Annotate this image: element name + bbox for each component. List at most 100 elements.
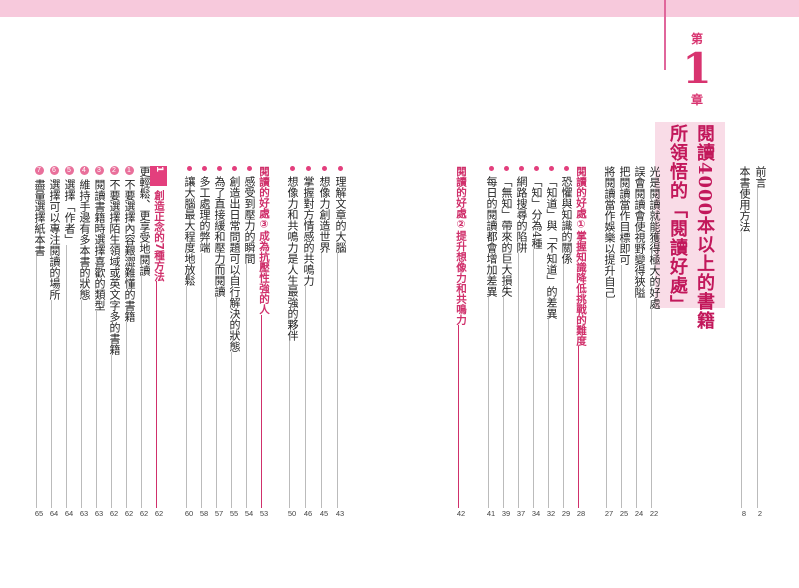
- toc-entry-text: 「知」分為4種: [530, 176, 543, 249]
- toc-entry[interactable]: 多工處理的弊端 58: [198, 166, 211, 520]
- step-number-badge: 3: [94, 166, 104, 175]
- step-number-badge: 2: [109, 166, 119, 175]
- toc-entry-text: 不要選擇內容艱澀難懂的書籍: [123, 179, 136, 322]
- toc-entry-text: 理解文章的大腦: [334, 176, 347, 253]
- toc-entry[interactable]: 「知」分為4種 34: [530, 166, 543, 520]
- toc-page-number: 65: [34, 509, 44, 518]
- bullet-icon: [563, 166, 569, 171]
- bullet-icon: [289, 166, 295, 171]
- tip-label-badge: 祕技1: [150, 166, 181, 186]
- toc-page-number: 64: [49, 509, 59, 518]
- toc-page-number: 60: [184, 509, 194, 518]
- step-number-badge: 7: [34, 166, 44, 175]
- toc-entry-text: 選擇可以專注閱讀的場所: [48, 179, 61, 300]
- toc-page-number: 42: [456, 509, 466, 518]
- toc-entry[interactable]: 讓大腦最大程度地放鬆 60: [183, 166, 196, 520]
- toc-entry-text: 維持手邊有多本書的狀態: [78, 179, 91, 300]
- bullet-icon: [231, 166, 237, 171]
- toc-entry[interactable]: 7 盡量選擇紙本書 65: [33, 166, 46, 520]
- toc-entry-preface[interactable]: 前言 2: [754, 166, 767, 520]
- toc-entry[interactable]: 光是閱讀就能獲得極大的好處 22: [648, 166, 661, 520]
- toc-entry-text: 網路搜尋的陷阱: [515, 176, 528, 253]
- toc-page-number: 43: [335, 509, 345, 518]
- toc-page-number: 41: [486, 509, 496, 518]
- chapter-title-line2: 所領悟的「閱讀好處」: [667, 124, 688, 314]
- toc-page-number: 29: [561, 509, 571, 518]
- toc-entry[interactable]: 2 不要選擇陌生領域或英文字多的書籍 62: [108, 166, 121, 520]
- toc-page-number: 50: [287, 509, 297, 518]
- toc-entry[interactable]: 1 不要選擇內容艱澀難懂的書籍 62: [123, 166, 136, 520]
- toc-page-number: 62: [109, 509, 119, 518]
- bullet-icon: [518, 166, 524, 171]
- toc-entry[interactable]: 4 維持手邊有多本書的狀態 63: [78, 166, 91, 520]
- toc-page-number: 63: [79, 509, 89, 518]
- toc-entry[interactable]: 網路搜尋的陷阱 37: [515, 166, 528, 520]
- toc-entry[interactable]: 想像力創造世界 45: [318, 166, 331, 520]
- toc-page-number: 27: [604, 509, 614, 518]
- section-title: 閱讀的好處①掌握知識降低挑戰的難度: [575, 166, 587, 346]
- toc-entry[interactable]: 為了直接緩和壓力而閱讀 57: [213, 166, 226, 520]
- toc-page-number: 58: [199, 509, 209, 518]
- toc-entry[interactable]: 掌握對方情感的共鳴力 46: [302, 166, 315, 520]
- toc-page-number: 57: [214, 509, 224, 518]
- toc-entry[interactable]: 把閱讀當作目標即可 25: [618, 166, 631, 520]
- toc-entry-text: 每日的閱讀都會增加差異: [485, 176, 498, 297]
- toc-page-number: 64: [64, 509, 74, 518]
- toc-entry-text: 更輕鬆、更享受地閱讀: [138, 166, 151, 276]
- toc-entry[interactable]: 誤會閱讀會使視野變得狹隘 24: [633, 166, 646, 520]
- toc-entry-text: 恐懼與知識的關係: [560, 176, 573, 264]
- toc-entry-text: 創造出日常問題可以自行解決的狀態: [228, 176, 241, 352]
- toc-entry[interactable]: 更輕鬆、更享受地閱讀 62: [138, 166, 151, 520]
- section-title: 創造正念的7種方法: [153, 190, 165, 282]
- toc-entry[interactable]: 5 選擇「作者」 64: [63, 166, 76, 520]
- toc-entry-text: 盡量選擇紙本書: [33, 179, 46, 256]
- toc-page-number: 24: [634, 509, 644, 518]
- toc-section-heading[interactable]: 閱讀的好處②提升想像力和共鳴力 42: [455, 166, 467, 520]
- toc-entry[interactable]: 想像力和共鳴力是人生最強的夥伴 50: [286, 166, 299, 520]
- toc-entry-text: 誤會閱讀會使視野變得狹隘: [633, 166, 646, 298]
- chapter-suffix: 章: [690, 93, 703, 107]
- toc-section-heading[interactable]: 閱讀的好處①掌握知識降低挑戰的難度 28: [575, 166, 587, 520]
- chapter-marker: 第 1 章: [675, 30, 719, 108]
- toc-entry[interactable]: 將閱讀當作娛樂以提升自己 27: [603, 166, 616, 520]
- bullet-icon: [503, 166, 509, 171]
- toc-page-number: 32: [546, 509, 556, 518]
- toc-entry-text: 光是閱讀就能獲得極大的好處: [648, 166, 661, 309]
- toc-section-heading[interactable]: 閱讀的好處③成為抗壓性強的人 53: [258, 166, 270, 520]
- bullet-icon: [488, 166, 494, 171]
- toc-section-heading[interactable]: 創造正念的7種方法 62: [153, 190, 165, 520]
- toc-entry-text: 想像力和共鳴力是人生最強的夥伴: [286, 176, 299, 341]
- toc-page-number: 2: [757, 509, 763, 518]
- toc-entry-text: 讓大腦最大程度地放鬆: [183, 176, 196, 286]
- toc-entry-text: 為了直接緩和壓力而閱讀: [213, 176, 226, 297]
- bullet-icon: [201, 166, 207, 171]
- toc-entry[interactable]: 6 選擇可以專注閱讀的場所 64: [48, 166, 61, 520]
- bullet-icon: [321, 166, 327, 171]
- toc-page-number: 53: [259, 509, 269, 518]
- toc-entry[interactable]: 恐懼與知識的關係 29: [560, 166, 573, 520]
- toc-entry-how-to-use[interactable]: 本書使用方法 8: [738, 166, 751, 520]
- chapter-accent-line: [664, 0, 666, 70]
- bullet-icon: [186, 166, 192, 171]
- toc-page-number: 45: [319, 509, 329, 518]
- bullet-icon: [305, 166, 311, 171]
- bullet-icon: [246, 166, 252, 171]
- toc-entry[interactable]: 理解文章的大腦 43: [334, 166, 347, 520]
- toc-entry-text: 「知道」與「不知道」的差異: [545, 176, 558, 319]
- toc-entry[interactable]: 「知道」與「不知道」的差異 32: [545, 166, 558, 520]
- toc-entry-text: 本書使用方法: [738, 166, 751, 232]
- toc-entry[interactable]: 感受到壓力的瞬間 54: [243, 166, 256, 520]
- toc-page-number: 22: [649, 509, 659, 518]
- toc-entry[interactable]: 「無知」帶來的巨大損失 39: [500, 166, 513, 520]
- toc-entry[interactable]: 每日的閱讀都會增加差異 41: [485, 166, 498, 520]
- toc-page-number: 55: [229, 509, 239, 518]
- tip-label: 祕技1: [154, 166, 181, 184]
- section-title: 閱讀的好處②提升想像力和共鳴力: [455, 166, 467, 325]
- toc-entry-text: 不要選擇陌生領域或英文字多的書籍: [108, 179, 121, 355]
- toc-entry[interactable]: 3 閱讀書籍時選擇喜歡的類型 63: [93, 166, 106, 520]
- toc-entry-text: 閱讀書籍時選擇喜歡的類型: [93, 179, 106, 311]
- toc-entry-text: 掌握對方情感的共鳴力: [302, 176, 315, 286]
- toc-entry[interactable]: 創造出日常問題可以自行解決的狀態 55: [228, 166, 241, 520]
- step-number-badge: 5: [64, 166, 74, 175]
- toc-page-number: 34: [531, 509, 541, 518]
